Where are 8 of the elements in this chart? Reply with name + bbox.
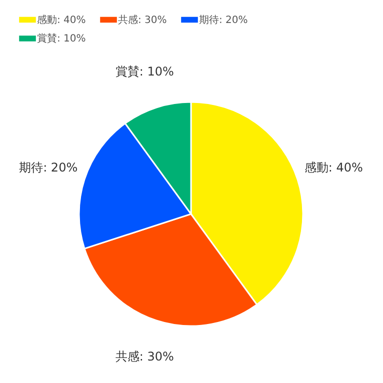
legend-label: 共感: 30% xyxy=(118,14,167,26)
slice-label: 感動: 40% xyxy=(304,160,363,175)
legend-label: 感動: 40% xyxy=(37,14,86,26)
legend-label: 期待: 20% xyxy=(199,14,248,26)
slice-label: 賞賛: 10% xyxy=(115,64,174,78)
slice-label: 期待: 20% xyxy=(19,160,78,175)
slice-label: 共感: 30% xyxy=(115,350,174,364)
legend-label: 賞賛: 10% xyxy=(37,32,86,44)
